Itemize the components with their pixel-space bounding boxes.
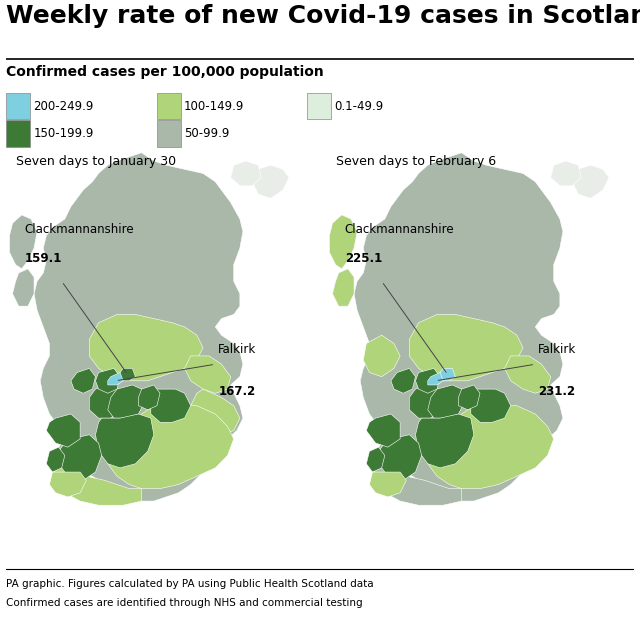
- Polygon shape: [550, 161, 581, 186]
- Polygon shape: [333, 269, 354, 306]
- Polygon shape: [428, 373, 443, 385]
- Bar: [6, 120, 30, 147]
- Polygon shape: [354, 153, 563, 501]
- Polygon shape: [458, 385, 480, 410]
- Polygon shape: [369, 472, 406, 497]
- Polygon shape: [379, 435, 422, 480]
- Polygon shape: [330, 215, 357, 269]
- Text: 0.1-49.9: 0.1-49.9: [335, 100, 383, 113]
- Polygon shape: [117, 368, 136, 381]
- Text: Clackmannanshire: Clackmannanshire: [25, 223, 134, 236]
- Polygon shape: [13, 269, 34, 306]
- Polygon shape: [108, 385, 145, 418]
- Polygon shape: [415, 368, 440, 393]
- Polygon shape: [138, 385, 160, 410]
- Text: Falkirk: Falkirk: [538, 343, 577, 356]
- Text: 159.1: 159.1: [25, 253, 62, 266]
- Bar: [307, 93, 332, 119]
- Text: 167.2: 167.2: [218, 385, 255, 398]
- Polygon shape: [471, 389, 511, 422]
- Polygon shape: [410, 385, 443, 418]
- Polygon shape: [95, 368, 120, 393]
- Polygon shape: [59, 435, 102, 480]
- Polygon shape: [71, 368, 95, 393]
- Polygon shape: [230, 161, 261, 186]
- Polygon shape: [415, 414, 474, 468]
- Text: 225.1: 225.1: [345, 253, 382, 266]
- Polygon shape: [10, 215, 37, 269]
- Polygon shape: [410, 314, 523, 381]
- Polygon shape: [95, 414, 154, 468]
- Polygon shape: [90, 314, 203, 381]
- Text: Seven days to February 6: Seven days to February 6: [335, 155, 496, 168]
- Polygon shape: [364, 335, 400, 376]
- Polygon shape: [46, 414, 80, 447]
- Polygon shape: [108, 373, 123, 385]
- Polygon shape: [330, 215, 357, 269]
- Text: Weekly rate of new Covid-19 cases in Scotland: Weekly rate of new Covid-19 cases in Sco…: [6, 4, 640, 28]
- Polygon shape: [366, 447, 385, 472]
- Text: 50-99.9: 50-99.9: [184, 127, 229, 140]
- Text: Confirmed cases are identified through NHS and commercial testing: Confirmed cases are identified through N…: [6, 598, 363, 608]
- Polygon shape: [572, 165, 609, 198]
- Text: 200-249.9: 200-249.9: [33, 100, 93, 113]
- Polygon shape: [372, 464, 461, 505]
- Bar: [157, 120, 180, 147]
- Polygon shape: [191, 389, 240, 435]
- Text: PA graphic. Figures calculated by PA using Public Health Scotland data: PA graphic. Figures calculated by PA usi…: [6, 579, 374, 589]
- Polygon shape: [46, 447, 65, 472]
- Polygon shape: [52, 464, 141, 505]
- Text: 231.2: 231.2: [538, 385, 575, 398]
- Text: 100-149.9: 100-149.9: [184, 100, 244, 113]
- Bar: [157, 93, 180, 119]
- Text: Clackmannanshire: Clackmannanshire: [345, 223, 454, 236]
- Polygon shape: [428, 405, 554, 488]
- Polygon shape: [151, 389, 191, 422]
- Text: Confirmed cases per 100,000 population: Confirmed cases per 100,000 population: [6, 65, 324, 79]
- Polygon shape: [49, 472, 86, 497]
- Polygon shape: [34, 153, 243, 501]
- Text: 150-199.9: 150-199.9: [33, 127, 93, 140]
- Polygon shape: [252, 165, 289, 198]
- Polygon shape: [437, 368, 456, 381]
- Polygon shape: [90, 385, 123, 418]
- Bar: [6, 93, 30, 119]
- Polygon shape: [391, 368, 415, 393]
- Polygon shape: [428, 385, 465, 418]
- Polygon shape: [184, 356, 230, 393]
- Polygon shape: [333, 269, 354, 306]
- Polygon shape: [108, 405, 234, 488]
- Text: Seven days to January 30: Seven days to January 30: [15, 155, 176, 168]
- Polygon shape: [504, 356, 550, 393]
- Polygon shape: [366, 414, 400, 447]
- Text: Falkirk: Falkirk: [218, 343, 257, 356]
